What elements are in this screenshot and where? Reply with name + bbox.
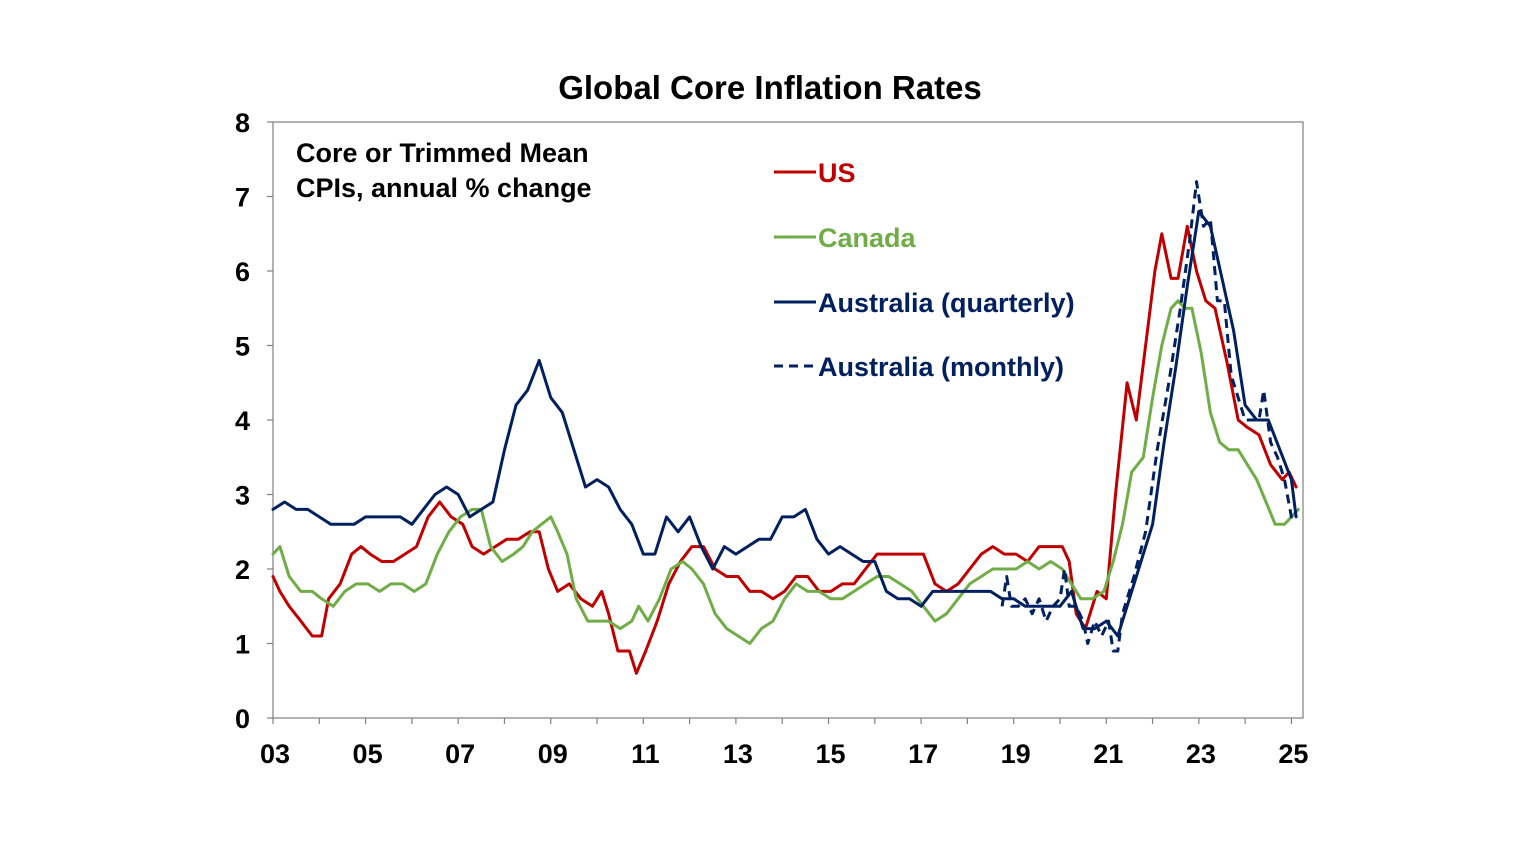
series-line-us [271,224,1298,675]
x-tick-label: 09 [538,739,568,769]
x-tick-label: 21 [1093,739,1123,769]
y-tick-label: 8 [235,108,250,138]
y-axis: 0 1 2 3 4 5 6 7 8 [235,108,273,734]
series-line-australia-quarterly [271,209,1298,638]
x-axis: 03 05 07 09 11 13 15 17 19 21 23 25 [260,718,1308,769]
legend: US Canada Australia (quarterly) Australia (… [774,158,1075,382]
x-tick-label: 17 [908,739,938,769]
x-tick-label: 25 [1278,739,1308,769]
y-tick-label: 1 [235,630,250,660]
x-tick-label: 03 [260,739,290,769]
x-tick-label: 07 [445,739,475,769]
x-tick-label: 15 [815,739,845,769]
series-line-canada [271,299,1300,645]
y-tick-label: 7 [235,183,250,213]
chart-title: Global Core Inflation Rates [558,69,982,106]
y-tick-label: 4 [235,406,250,436]
x-tick-label: 13 [723,739,753,769]
y-tick-label: 0 [235,704,250,734]
series-layer [271,180,1300,675]
y-tick-label: 6 [235,257,250,287]
x-tick-label: 19 [1001,739,1031,769]
series-line-australia-monthly [1000,180,1299,653]
y-tick-label: 2 [235,555,250,585]
y-tick-label: 3 [235,481,250,511]
legend-label: Australia (monthly) [818,352,1064,382]
annotation-line-2: CPIs, annual % change [296,173,592,203]
legend-label: Canada [818,223,917,253]
legend-label: Australia (quarterly) [818,288,1075,318]
x-tick-label: 05 [353,739,383,769]
annotation-line-1: Core or Trimmed Mean [296,138,589,168]
y-tick-label: 5 [235,332,250,362]
x-tick-label: 11 [631,739,660,769]
x-tick-label: 23 [1186,739,1216,769]
legend-label: US [818,158,856,188]
